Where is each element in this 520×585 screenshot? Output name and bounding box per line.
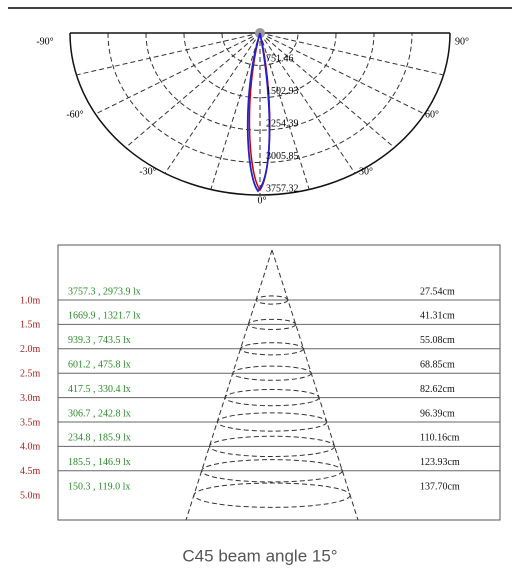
cone-ring [247, 318, 297, 330]
cone-ring [255, 295, 289, 305]
grid-ray [95, 32, 261, 115]
radial-label: 2254.39 [266, 118, 299, 129]
grid-ray [259, 32, 444, 76]
cone-diagram: 1.0m 3757.3 , 2973.9 lx 27.54cm 1.5m 1669.9 … [20, 244, 501, 521]
caption: C45 beam angle 15° [182, 546, 337, 565]
illuminance: 185.5 , 146.9 lx [68, 457, 131, 468]
illuminance: 306.7 , 242.8 lx [68, 408, 131, 419]
distance: 1.5m [20, 320, 41, 331]
grid-ray [259, 32, 395, 148]
angle-label: -60° [66, 109, 83, 120]
cone-ring [240, 342, 304, 356]
angle-label: 90° [455, 36, 469, 47]
distance: 2.5m [20, 368, 41, 379]
distance: 4.0m [20, 442, 41, 453]
table-frame [57, 244, 501, 521]
grid-ray [164, 32, 261, 174]
radial-label: 3005.85 [266, 151, 299, 162]
angle-label: -90° [36, 36, 53, 47]
radial-label: 751.46 [266, 54, 294, 65]
grid-ray [76, 32, 261, 76]
distance: 5.0m [20, 490, 41, 501]
grid-ray [259, 32, 356, 174]
cone-edge [271, 249, 359, 521]
angle-label: 60° [425, 109, 439, 120]
illuminance: 234.8 , 185.9 lx [68, 433, 131, 444]
illuminance: 939.3 , 743.5 lx [68, 335, 131, 346]
cone-ring [224, 388, 320, 407]
cone-ring [201, 459, 343, 483]
diameter: 68.85cm [420, 359, 455, 370]
beam-blue [246, 32, 271, 193]
grid-ray [125, 32, 261, 148]
cone-ring [232, 365, 312, 381]
cone-ring [216, 412, 328, 432]
grid-ray [259, 32, 425, 115]
cone-ring [193, 482, 351, 508]
distance: 3.5m [20, 417, 41, 428]
illuminance: 150.3 , 119.0 lx [68, 481, 130, 492]
distance: 3.0m [20, 393, 41, 404]
diameter: 110.16cm [420, 433, 460, 444]
illuminance: 601.2 , 475.8 lx [68, 359, 131, 370]
distance: 1.0m [20, 295, 41, 306]
diameter: 137.70cm [420, 481, 460, 492]
distance: 4.5m [20, 466, 41, 477]
angle-label: 30° [359, 166, 373, 177]
grid-arc [221, 32, 299, 66]
radial-label: 3757.32 [266, 183, 299, 194]
distance: 2.0m [20, 344, 41, 355]
grid-ray [210, 32, 261, 190]
diameter: 41.31cm [420, 311, 455, 322]
grid-ray [259, 32, 310, 190]
angle-label: -30° [139, 166, 156, 177]
diameter: 55.08cm [420, 335, 455, 346]
polar-diagram: 751.46 1502.93 2254.39 3005.85 3757.32 [69, 28, 451, 196]
diameter: 96.39cm [420, 408, 455, 419]
diameter: 27.54cm [420, 286, 455, 297]
cone-edge [185, 249, 273, 521]
diameter: 123.93cm [420, 457, 460, 468]
illuminance: 1669.9 , 1321.7 lx [68, 311, 141, 322]
illuminance: 417.5 , 330.4 lx [68, 384, 131, 395]
cone-ring [208, 435, 336, 458]
diameter: 82.62cm [420, 384, 455, 395]
grid-arc [107, 32, 413, 164]
illuminance: 3757.3 , 2973.9 lx [68, 286, 141, 297]
radial-label: 1502.93 [266, 86, 299, 97]
angle-label: 0° [258, 195, 267, 206]
